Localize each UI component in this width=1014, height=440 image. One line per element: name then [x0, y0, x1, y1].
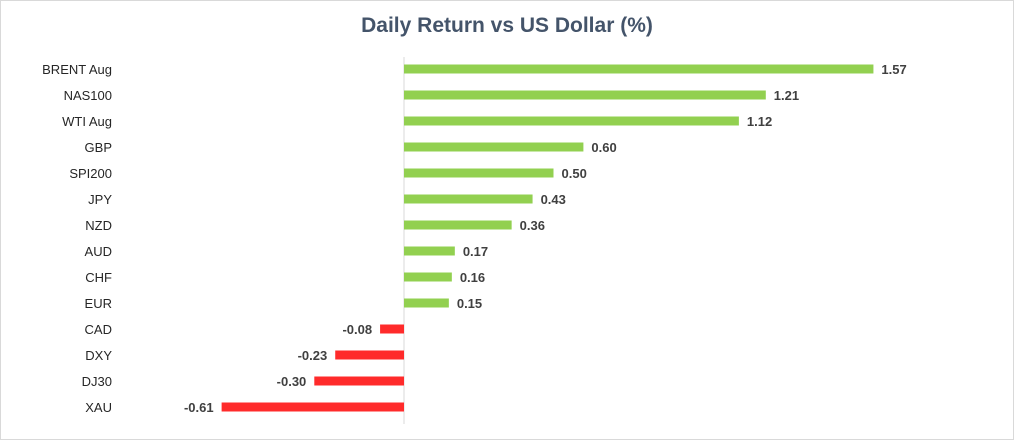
chart-title: Daily Return vs US Dollar (%) [361, 14, 653, 37]
data-label: -0.30 [277, 374, 307, 389]
category-label: BRENT Aug [42, 62, 112, 77]
category-label: NZD [85, 218, 112, 233]
bar-aud [404, 246, 455, 256]
category-label: XAU [85, 400, 112, 415]
data-label: -0.23 [298, 348, 328, 363]
bar-dxy [335, 350, 404, 360]
bar-xau [221, 402, 404, 412]
category-label: CHF [85, 270, 112, 285]
data-label: 0.43 [541, 192, 566, 207]
data-label: 0.16 [460, 270, 485, 285]
data-label: 1.21 [774, 88, 799, 103]
data-label: -0.08 [342, 322, 372, 337]
category-label: NAS100 [64, 88, 112, 103]
bar-jpy [404, 194, 533, 204]
bar-nas100 [404, 90, 766, 100]
category-label: CAD [85, 322, 112, 337]
category-label: DJ30 [82, 374, 112, 389]
category-label: AUD [85, 244, 112, 259]
data-label: 0.60 [591, 140, 616, 155]
category-label: JPY [88, 192, 112, 207]
bar-chf [404, 272, 452, 282]
bar-eur [404, 298, 449, 308]
data-label: 0.50 [562, 166, 587, 181]
category-label: GBP [85, 140, 112, 155]
data-label: 1.57 [881, 62, 906, 77]
category-label: WTI Aug [62, 114, 112, 129]
data-label: 1.12 [747, 114, 772, 129]
data-label: 0.17 [463, 244, 488, 259]
data-label: 0.36 [520, 218, 545, 233]
bar-spi200 [404, 168, 554, 178]
bar-cad [380, 324, 404, 334]
bar-nzd [404, 220, 512, 230]
category-label: DXY [85, 348, 112, 363]
bar-gbp [404, 142, 584, 152]
category-label: SPI200 [69, 166, 112, 181]
bar-wti-aug [404, 116, 739, 126]
data-label: -0.61 [184, 400, 214, 415]
bar-brent-aug [404, 64, 874, 74]
data-label: 0.15 [457, 296, 482, 311]
category-label: EUR [85, 296, 112, 311]
bar-dj30 [314, 376, 404, 386]
